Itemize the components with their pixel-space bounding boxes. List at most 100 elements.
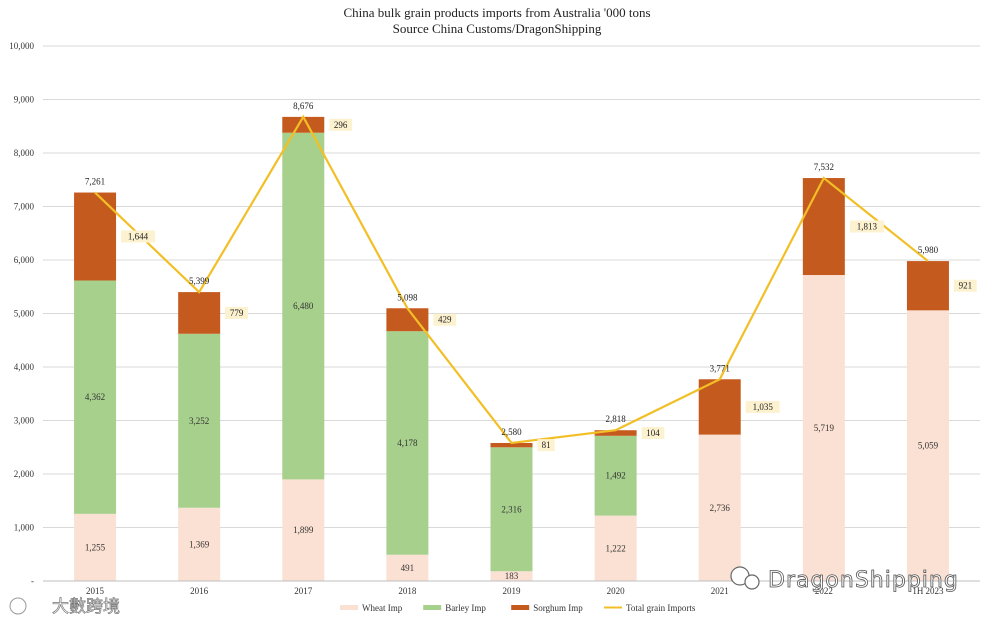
sorghum-value-label: 921 [959, 281, 973, 291]
y-tick-label: 8,000 [14, 148, 35, 158]
total-value-label: 3,771 [710, 363, 730, 373]
sorghum-bar [490, 442, 533, 448]
total-value-label: 8,676 [293, 101, 314, 111]
barley-value-label: 4,178 [397, 438, 418, 448]
barley-value-label: 2,316 [501, 504, 522, 514]
wheat-bar [594, 515, 637, 581]
total-value-label: 5,098 [397, 292, 418, 302]
wheat-value-label: 2,736 [710, 503, 731, 513]
sorghum-bar [594, 430, 637, 436]
wheat-bar [74, 513, 117, 581]
wheat-bar [386, 554, 429, 581]
wheat-value-label: 491 [401, 563, 415, 573]
barley-bar [74, 280, 117, 514]
total-value-label: 5,980 [918, 245, 939, 255]
bars [74, 116, 949, 581]
total-value-label: 2,580 [501, 427, 522, 437]
sorghum-bar [282, 116, 325, 133]
chart-title: China bulk grain products imports from A… [343, 5, 650, 20]
chart-subtitle: Source China Customs/DragonShipping [393, 21, 602, 36]
y-axis: - 1,000 2,000 3,000 4,000 5,000 6,000 7,000 8,00… [9, 41, 34, 586]
sorghum-value-label: 1,035 [753, 402, 774, 412]
barley-value-label: 3,252 [189, 416, 209, 426]
sorghum-bar [178, 292, 221, 334]
sorghum-value-label: 1,644 [128, 232, 149, 242]
y-tick-label: 3,000 [14, 416, 35, 426]
total-line-path [94, 114, 929, 445]
watermark-dragonshipping: DragonShipping [768, 568, 959, 593]
total-value-label: 7,532 [814, 162, 834, 172]
legend: Wheat Imp Barley Imp Sorghum Imp Total grai… [340, 603, 696, 613]
barley-bar [386, 331, 429, 555]
y-tick-label: 2,000 [14, 469, 35, 479]
sorghum-label-box [433, 313, 457, 326]
legend-label-sorghum: Sorghum Imp [533, 603, 583, 613]
total-value-label: 7,261 [85, 177, 105, 187]
x-tick-label: 2015 [86, 586, 105, 596]
wheat-bar [282, 479, 325, 581]
x-tick-label: 2019 [503, 586, 522, 596]
x-tick-label: 2018 [398, 586, 417, 596]
wheat-value-label: 1,222 [605, 543, 625, 553]
sorghum-value-label: 1,813 [857, 222, 878, 232]
legend-swatch-sorghum [511, 605, 530, 610]
watermark-logo [730, 566, 760, 590]
data-labels: 1,255 4,362 1,369 3,252 1,899 6,480 491 4,178 18… [85, 101, 977, 581]
barley-bar [178, 333, 221, 508]
wheat-bar [490, 571, 533, 581]
y-tick-label: 10,000 [9, 41, 34, 51]
wheat-bar [178, 507, 221, 581]
sorghum-label-box [121, 230, 156, 243]
barley-bar [594, 435, 637, 516]
wechat-icon-small [744, 574, 760, 590]
wheat-bar [698, 434, 741, 581]
barley-bar [490, 447, 533, 572]
wheat-value-label: 1,369 [189, 539, 210, 549]
wheat-bar [906, 310, 949, 581]
x-tick-label: 2016 [190, 586, 209, 596]
x-tick-label: 2020 [607, 586, 626, 596]
y-tick-label: 4,000 [14, 362, 35, 372]
wheat-value-label: 1,255 [85, 542, 106, 552]
barley-value-label: 6,480 [293, 301, 314, 311]
y-tick-label: 5,000 [14, 309, 35, 319]
x-tick-label: 2022 [815, 586, 833, 596]
corner-logo-icon [9, 597, 27, 615]
barley-value-label: 4,362 [85, 392, 105, 402]
y-tick-label: 7,000 [14, 202, 35, 212]
sorghum-value-label: 779 [230, 308, 244, 318]
legend-label-barley: Barley Imp [445, 603, 486, 613]
legend-label-total: Total grain Imports [626, 603, 696, 613]
sorghum-value-label: 296 [334, 120, 348, 130]
y-tick-label: 6,000 [14, 255, 35, 265]
total-line [94, 114, 929, 445]
wheat-value-label: 5,059 [918, 441, 939, 451]
sorghum-label-box [537, 439, 555, 452]
watermark-corner-text: 大數跨境 [52, 597, 120, 617]
total-value-label: 2,818 [605, 414, 626, 424]
sorghum-label-box [745, 400, 780, 413]
sorghum-label-box [641, 427, 665, 440]
sorghum-label-box [329, 118, 353, 131]
y-tick-label: 1,000 [14, 523, 35, 533]
x-tick-label: 2021 [711, 586, 729, 596]
wheat-value-label: 5,719 [814, 423, 835, 433]
sorghum-bar [802, 178, 845, 276]
legend-label-wheat: Wheat Imp [362, 603, 403, 613]
sorghum-value-label: 81 [542, 440, 551, 450]
sorghum-label-box [849, 220, 884, 233]
wheat-value-label: 1,899 [293, 525, 314, 535]
sorghum-bar [698, 379, 741, 435]
legend-swatch-wheat [340, 605, 358, 610]
wheat-bar [802, 275, 845, 581]
x-tick-label: 1H 2023 [912, 586, 944, 596]
y-tick-label: 9,000 [14, 95, 35, 105]
sorghum-bar [386, 308, 429, 332]
wheat-value-label: 183 [505, 571, 519, 581]
legend-swatch-barley [423, 605, 442, 610]
x-tick-label: 2017 [294, 586, 313, 596]
total-value-label: 5,399 [189, 276, 210, 286]
x-axis: 2015 2016 2017 2018 2019 2020 2021 2022 1H 2023 [43, 580, 980, 596]
barley-value-label: 1,492 [605, 471, 625, 481]
